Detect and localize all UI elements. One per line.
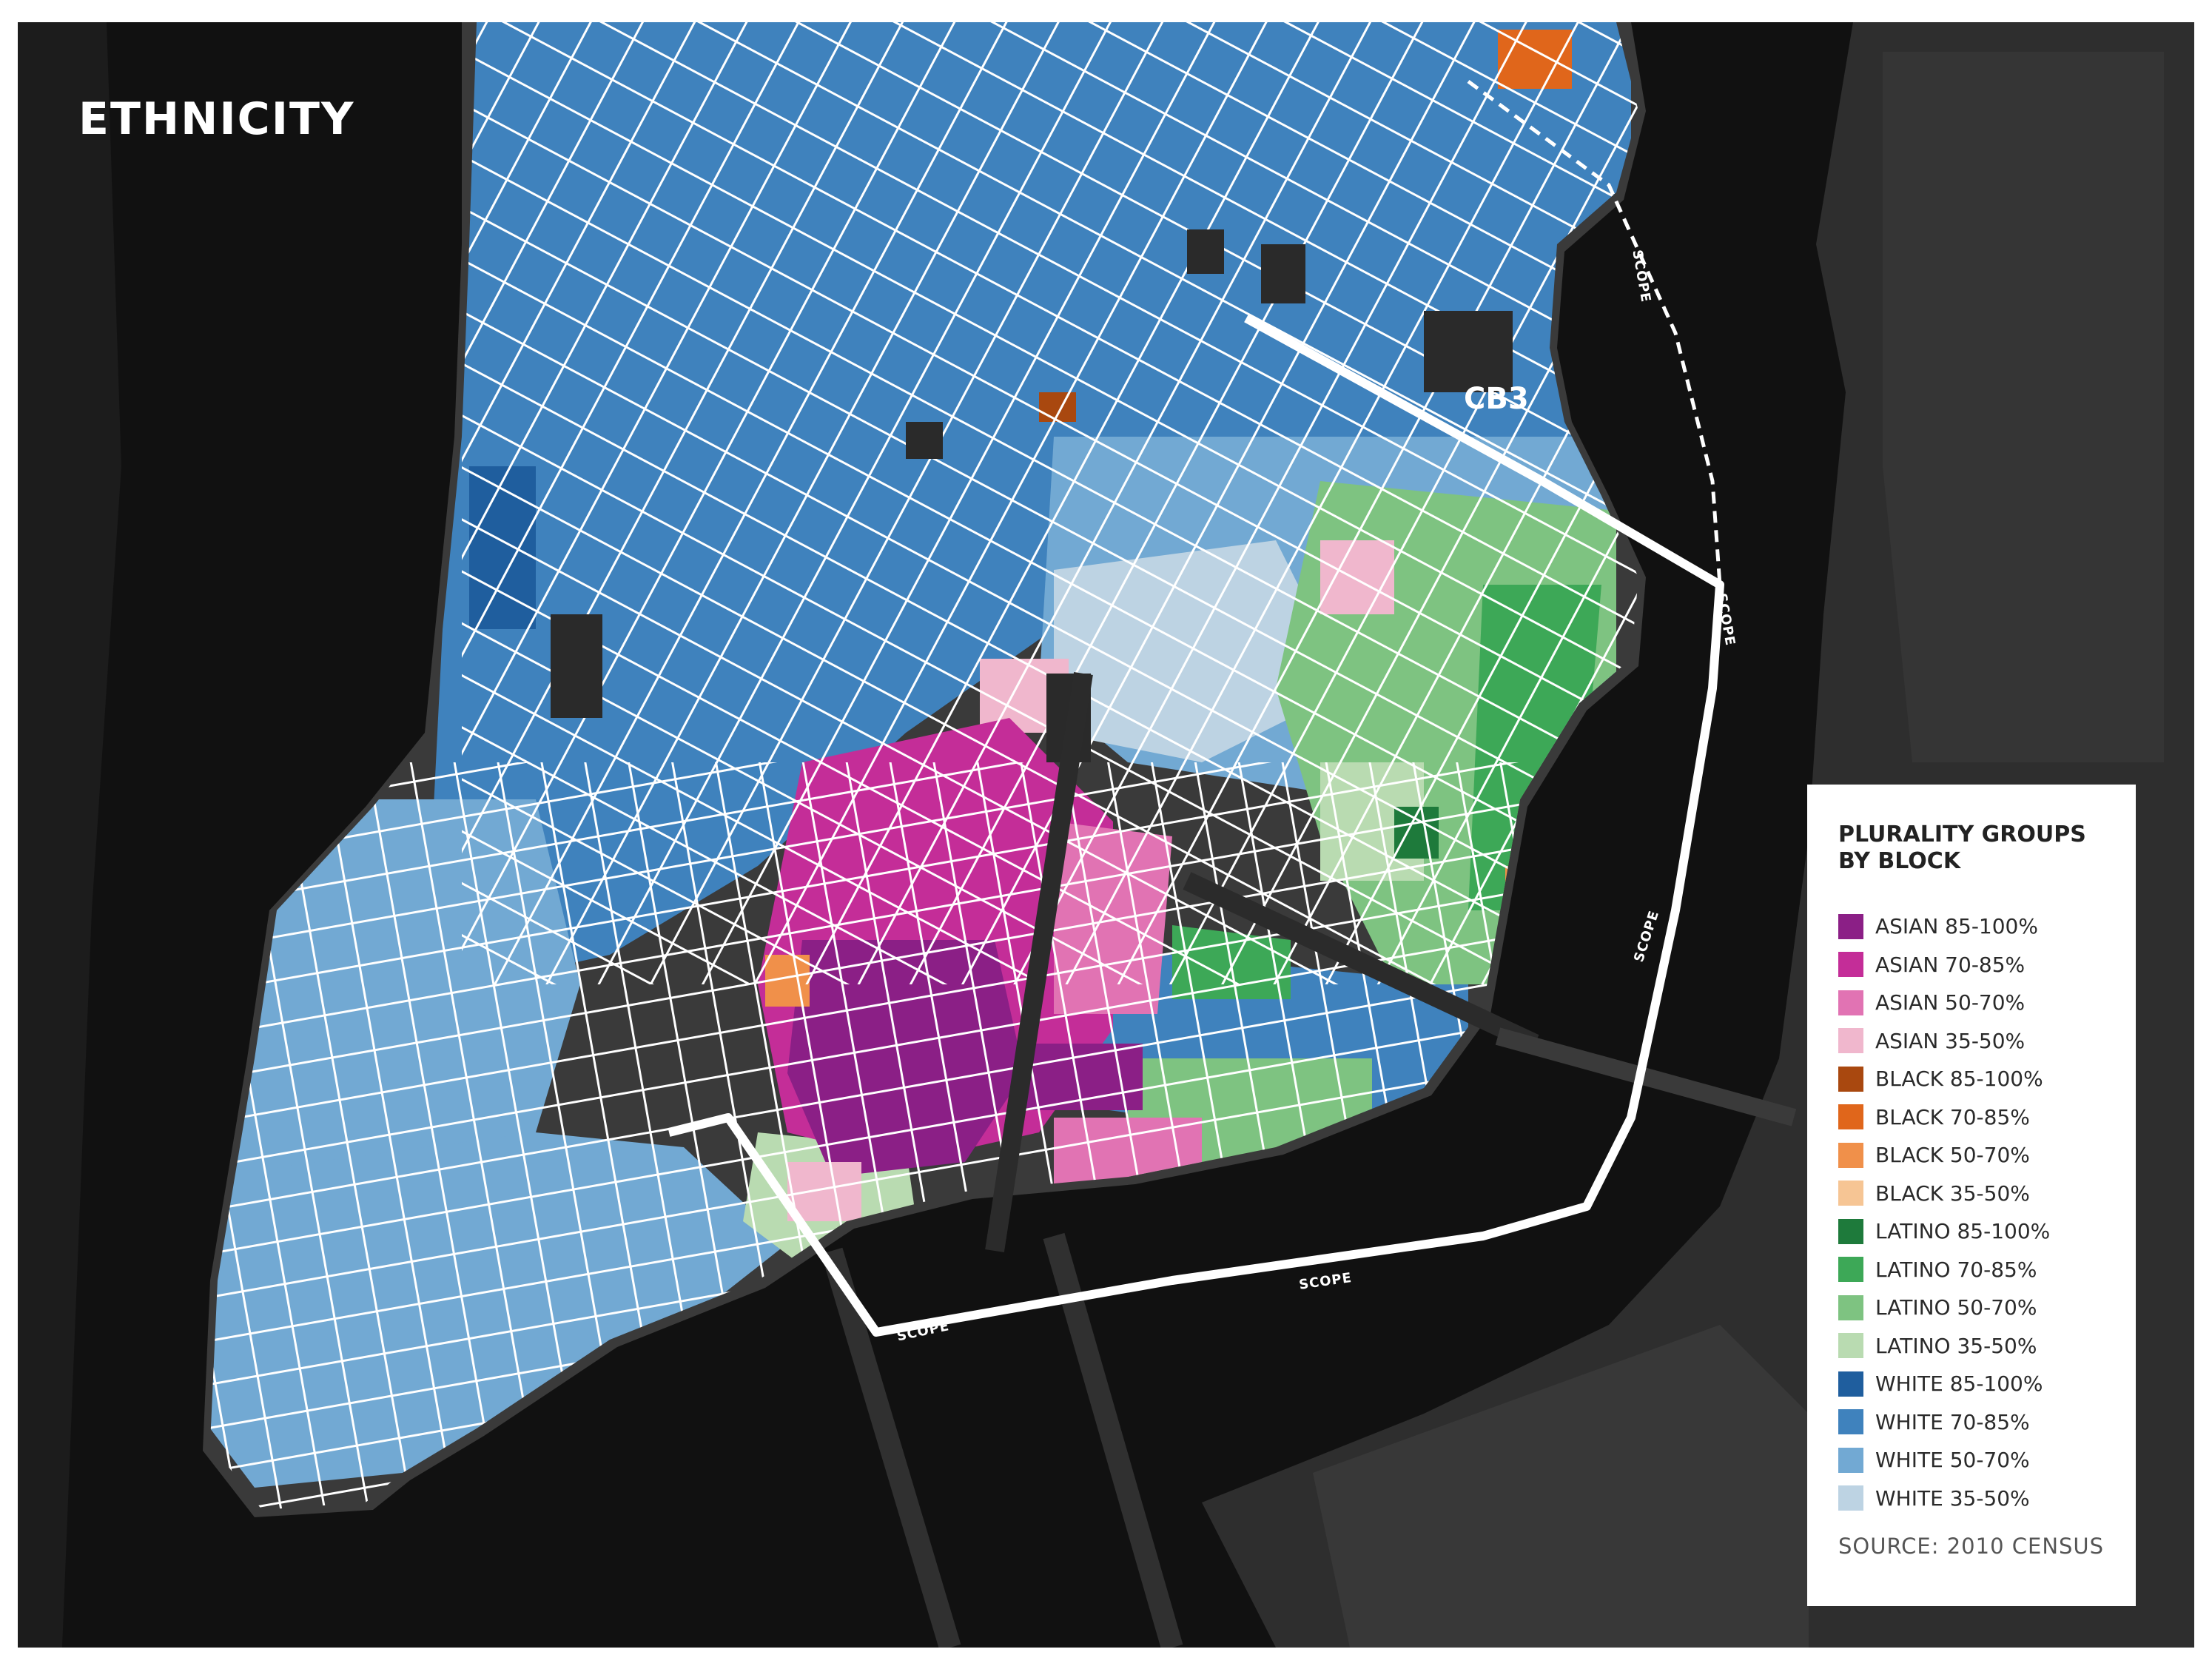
legend-swatch	[1838, 1028, 1863, 1054]
legend-item: BLACK 85-100%	[1838, 1060, 2136, 1098]
scope-boundary	[668, 314, 1724, 1337]
road-bridge-west	[1043, 1232, 1183, 1648]
legend-item: BLACK 50-70%	[1838, 1136, 2136, 1175]
legend-label: ASIAN 50-70%	[1875, 990, 2026, 1015]
legend-item: ASIAN 50-70%	[1838, 984, 2136, 1022]
legend-label: BLACK 70-85%	[1875, 1104, 2030, 1129]
legend-title: PLURALITY GROUPS BY BLOCK	[1838, 822, 2086, 874]
legend-swatch	[1838, 1447, 1863, 1473]
legend-item: LATINO 35-50%	[1838, 1327, 2136, 1366]
legend-item: LATINO 50-70%	[1838, 1289, 2136, 1327]
legend-swatch	[1838, 1066, 1863, 1092]
legend-swatch	[1838, 1181, 1863, 1206]
legend-item: BLACK 70-85%	[1838, 1098, 2136, 1137]
legend-item: BLACK 35-50%	[1838, 1175, 2136, 1213]
park-block	[551, 614, 602, 718]
map-legend: PLURALITY GROUPS BY BLOCK ASIAN 85-100% …	[1807, 785, 2136, 1606]
legend-label: ASIAN 70-85%	[1875, 952, 2026, 977]
legend-label: BLACK 35-50%	[1875, 1181, 2030, 1206]
legend-item: ASIAN 70-85%	[1838, 946, 2136, 984]
legend-swatch	[1838, 1142, 1863, 1168]
legend-list: ASIAN 85-100% ASIAN 70-85% ASIAN 50-70% …	[1838, 907, 2136, 1517]
legend-swatch	[1838, 1218, 1863, 1244]
park-block	[1261, 244, 1305, 303]
legend-swatch	[1838, 1294, 1863, 1320]
legend-item: WHITE 50-70%	[1838, 1441, 2136, 1480]
legend-label: WHITE 85-100%	[1875, 1371, 2043, 1397]
legend-swatch	[1838, 1371, 1863, 1397]
park-block	[1187, 229, 1224, 274]
map-frame: ETHNICITY CB3 SCOPE SCOPE SCOPE SCOPE SC…	[18, 22, 2194, 1648]
legend-label: WHITE 50-70%	[1875, 1448, 2030, 1473]
scope-boundary-dashed	[1467, 79, 1722, 585]
williamsburg-bridge	[1495, 1027, 1797, 1126]
district-label-cb3: CB3	[1464, 382, 1529, 416]
legend-item: LATINO 70-85%	[1838, 1251, 2136, 1289]
legend-label: LATINO 70-85%	[1875, 1257, 2037, 1282]
legend-swatch	[1838, 1333, 1863, 1359]
new-jersey-edge	[18, 22, 121, 1648]
legend-item: ASIAN 35-50%	[1838, 1022, 2136, 1061]
road-bridge-east	[821, 1247, 961, 1648]
legend-label: WHITE 70-85%	[1875, 1409, 2030, 1434]
park-block	[906, 422, 943, 459]
park-block	[1424, 311, 1513, 392]
legend-swatch	[1838, 1257, 1863, 1283]
legend-swatch	[1838, 952, 1863, 978]
legend-swatch	[1838, 1104, 1863, 1130]
brooklyn-texture	[1883, 52, 2164, 762]
legend-label: BLACK 50-70%	[1875, 1143, 2030, 1168]
legend-source: SOURCE: 2010 CENSUS	[1838, 1534, 2105, 1559]
legend-label: ASIAN 35-50%	[1875, 1028, 2026, 1053]
legend-item: WHITE 35-50%	[1838, 1480, 2136, 1518]
legend-item: LATINO 85-100%	[1838, 1212, 2136, 1251]
road-bowery	[985, 672, 1093, 1252]
legend-item: ASIAN 85-100%	[1838, 907, 2136, 946]
legend-swatch	[1838, 913, 1863, 939]
legend-item: WHITE 70-85%	[1838, 1403, 2136, 1442]
brooklyn-waterfront	[1313, 1325, 1809, 1648]
legend-swatch	[1838, 1485, 1863, 1511]
legend-swatch	[1838, 1409, 1863, 1435]
legend-label: LATINO 85-100%	[1875, 1219, 2051, 1244]
road-delancey	[1183, 872, 1539, 1052]
map-canvas	[18, 22, 2194, 1648]
legend-swatch	[1838, 990, 1863, 1015]
legend-label: LATINO 35-50%	[1875, 1333, 2037, 1358]
legend-label: ASIAN 85-100%	[1875, 914, 2038, 939]
legend-label: WHITE 35-50%	[1875, 1485, 2030, 1511]
legend-label: LATINO 50-70%	[1875, 1295, 2037, 1320]
legend-item: WHITE 85-100%	[1838, 1365, 2136, 1403]
legend-label: BLACK 85-100%	[1875, 1067, 2043, 1092]
map-title: ETHNICITY	[78, 93, 355, 145]
